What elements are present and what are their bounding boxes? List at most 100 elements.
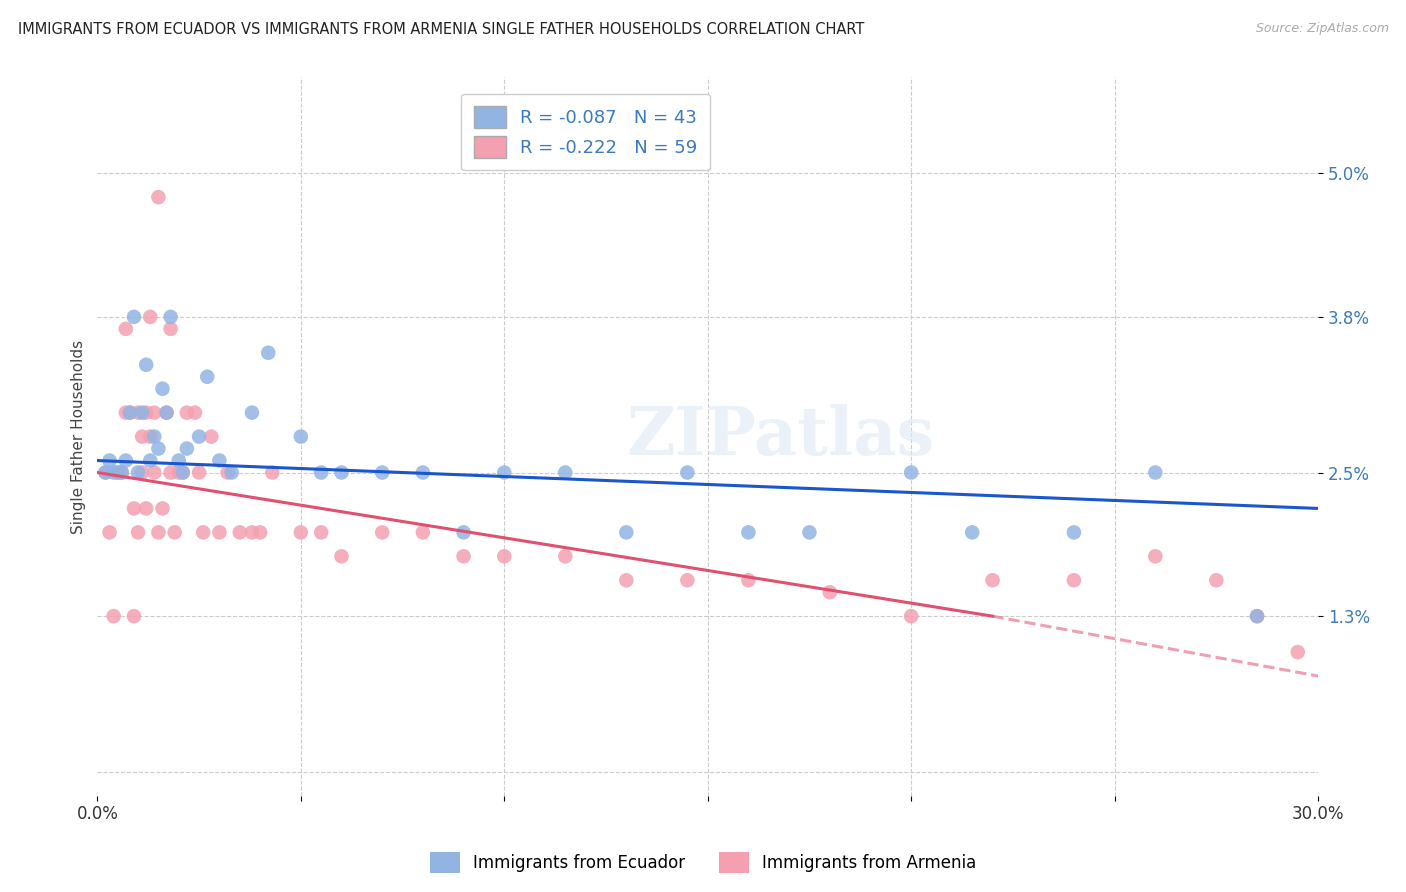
Point	[152, 501, 174, 516]
Point	[139, 429, 162, 443]
Point	[195, 369, 218, 384]
Point	[152, 382, 174, 396]
Point	[1063, 574, 1085, 588]
Text: Source: ZipAtlas.com: Source: ZipAtlas.com	[1256, 22, 1389, 36]
Point	[103, 466, 125, 480]
Point	[122, 310, 145, 324]
Point	[371, 466, 394, 480]
Point	[148, 525, 170, 540]
Point	[900, 466, 922, 480]
Point	[107, 466, 129, 480]
Point	[155, 406, 177, 420]
Point	[262, 466, 284, 480]
Point	[103, 609, 125, 624]
Point	[155, 406, 177, 420]
Point	[159, 310, 181, 324]
Point	[554, 549, 576, 564]
Point	[200, 429, 222, 443]
Point	[249, 525, 271, 540]
Point	[1286, 645, 1309, 659]
Point	[131, 406, 153, 420]
Point	[494, 549, 516, 564]
Point	[229, 525, 252, 540]
Point	[176, 442, 198, 456]
Point	[167, 466, 190, 480]
Y-axis label: Single Father Households: Single Father Households	[72, 340, 86, 533]
Point	[330, 549, 353, 564]
Point	[176, 406, 198, 420]
Point	[330, 466, 353, 480]
Point	[94, 466, 117, 480]
Point	[111, 466, 134, 480]
Text: ZIPatlas: ZIPatlas	[627, 404, 935, 469]
Point	[148, 442, 170, 456]
Point	[290, 429, 312, 443]
Point	[453, 525, 475, 540]
Point	[118, 406, 141, 420]
Point	[494, 466, 516, 480]
Point	[127, 406, 149, 420]
Point	[208, 525, 231, 540]
Point	[188, 429, 211, 443]
Point	[453, 549, 475, 564]
Legend: R = -0.087   N = 43, R = -0.222   N = 59: R = -0.087 N = 43, R = -0.222 N = 59	[461, 94, 710, 170]
Point	[135, 358, 157, 372]
Point	[143, 406, 166, 420]
Point	[981, 574, 1004, 588]
Point	[309, 466, 332, 480]
Point	[676, 466, 699, 480]
Point	[127, 466, 149, 480]
Point	[240, 406, 263, 420]
Point	[143, 466, 166, 480]
Point	[111, 466, 134, 480]
Legend: Immigrants from Ecuador, Immigrants from Armenia: Immigrants from Ecuador, Immigrants from…	[423, 846, 983, 880]
Point	[127, 525, 149, 540]
Point	[371, 525, 394, 540]
Point	[148, 190, 170, 204]
Point	[554, 466, 576, 480]
Point	[818, 585, 841, 599]
Point	[290, 525, 312, 540]
Point	[131, 466, 153, 480]
Point	[118, 406, 141, 420]
Point	[131, 429, 153, 443]
Point	[188, 466, 211, 480]
Point	[221, 466, 243, 480]
Point	[1205, 574, 1227, 588]
Point	[139, 453, 162, 467]
Point	[122, 609, 145, 624]
Point	[799, 525, 821, 540]
Text: IMMIGRANTS FROM ECUADOR VS IMMIGRANTS FROM ARMENIA SINGLE FATHER HOUSEHOLDS CORR: IMMIGRANTS FROM ECUADOR VS IMMIGRANTS FR…	[18, 22, 865, 37]
Point	[172, 466, 194, 480]
Point	[737, 525, 759, 540]
Point	[1246, 609, 1268, 624]
Point	[167, 453, 190, 467]
Point	[114, 322, 136, 336]
Point	[135, 406, 157, 420]
Point	[960, 525, 983, 540]
Point	[159, 322, 181, 336]
Point	[614, 525, 637, 540]
Point	[1144, 549, 1167, 564]
Point	[257, 346, 280, 360]
Point	[217, 466, 239, 480]
Point	[309, 525, 332, 540]
Point	[143, 429, 166, 443]
Point	[184, 406, 207, 420]
Point	[412, 525, 434, 540]
Point	[737, 574, 759, 588]
Point	[1246, 609, 1268, 624]
Point	[1144, 466, 1167, 480]
Point	[122, 501, 145, 516]
Point	[900, 609, 922, 624]
Point	[114, 453, 136, 467]
Point	[208, 453, 231, 467]
Point	[107, 466, 129, 480]
Point	[676, 574, 699, 588]
Point	[98, 453, 121, 467]
Point	[159, 466, 181, 480]
Point	[114, 406, 136, 420]
Point	[191, 525, 214, 540]
Point	[172, 466, 194, 480]
Point	[1063, 525, 1085, 540]
